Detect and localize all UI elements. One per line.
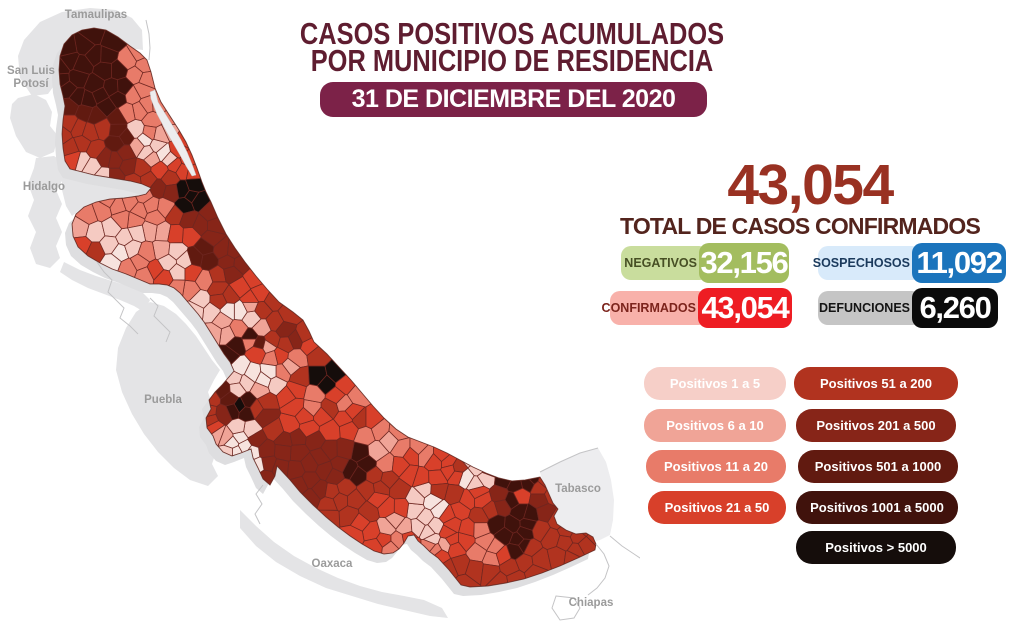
svg-text:Hidalgo: Hidalgo: [23, 181, 65, 193]
svg-text:Tabasco: Tabasco: [555, 483, 601, 495]
svg-text:San Luis: San Luis: [7, 65, 55, 77]
svg-text:Oaxaca: Oaxaca: [312, 558, 354, 570]
svg-text:Chiapas: Chiapas: [569, 597, 614, 609]
svg-text:Potosí: Potosí: [13, 78, 49, 90]
svg-text:Tamaulipas: Tamaulipas: [65, 9, 127, 21]
svg-text:Puebla: Puebla: [144, 394, 182, 406]
